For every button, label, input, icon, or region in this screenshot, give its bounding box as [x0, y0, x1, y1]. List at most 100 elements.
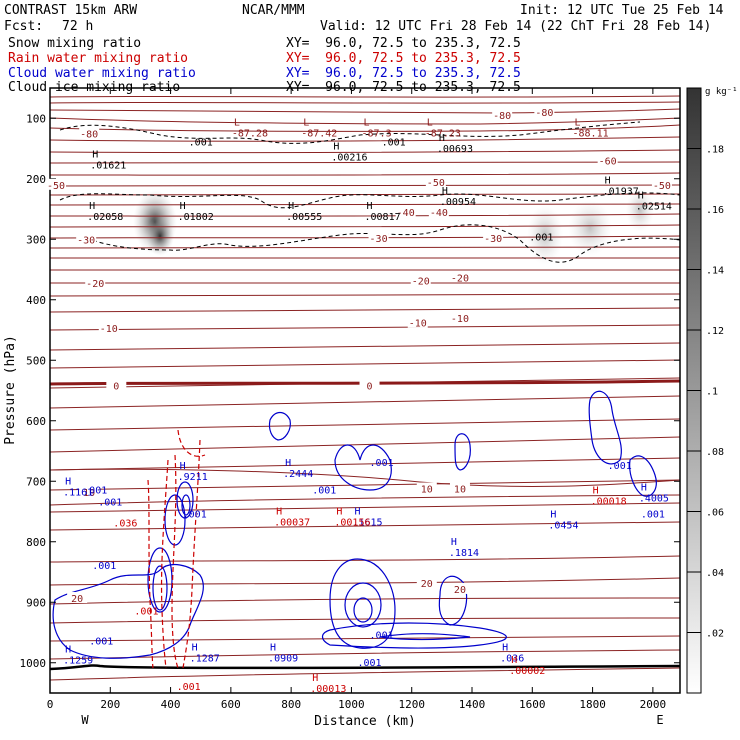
- temp-contour-label-10: -30: [370, 234, 388, 245]
- temp-label-bg-9: [76, 233, 97, 245]
- temp-label-bg-5: [425, 175, 446, 187]
- temp-label-bg-13: [410, 274, 431, 286]
- extremum-mark-22: H: [65, 644, 71, 655]
- y-tick-label-7: 800: [26, 536, 46, 549]
- temp-contour-label-25: 20: [454, 585, 466, 596]
- extremum-value-9: .01802: [178, 212, 214, 223]
- temp-label-bg-7: [395, 206, 416, 218]
- temp-contour-label-24: 20: [421, 579, 433, 590]
- temp-label-bg-20: [79, 486, 100, 498]
- temp-contour-label-15: -10: [100, 324, 118, 335]
- temp-label-bg-1: [492, 109, 513, 121]
- cloud-ice-contours: [59, 121, 680, 263]
- temp-contour-label-23: 20: [71, 594, 83, 605]
- temp-contour-label-13: -20: [412, 276, 430, 287]
- y-tick-label-5: 600: [26, 415, 46, 428]
- snow-shading: [133, 188, 654, 265]
- extremum-value-6: .00216: [331, 153, 367, 164]
- extremum-value-17: .1161: [63, 487, 93, 498]
- extremum-mark-3: L: [427, 118, 433, 129]
- extremum-value-19: .1814: [449, 548, 479, 559]
- contour-value-label-14: .036: [113, 519, 137, 530]
- x-tick-label-8: 1600: [519, 698, 546, 711]
- field-xy-cloud-water: XY= 96.0, 72.5 to 235.3, 72.5: [286, 66, 521, 81]
- surface-line: [50, 664, 680, 671]
- extremum-value-7: .00693: [437, 144, 473, 155]
- x-tick-label-0: 0: [47, 698, 54, 711]
- extremum-value-2: -87.3: [361, 129, 391, 140]
- extremum-value-29: .00013: [310, 684, 346, 695]
- y-tick-label-1: 200: [26, 173, 46, 186]
- extremum-value-1: -87.42: [301, 129, 337, 140]
- y-tick-label-0: 100: [26, 112, 46, 125]
- contour-value-label-12: .001: [370, 631, 394, 642]
- extremum-mark-26: H: [276, 507, 282, 518]
- extremum-value-21: .4005: [639, 493, 669, 504]
- temp-contour-label-14: -20: [451, 273, 469, 284]
- extremum-value-16: .2444: [283, 469, 313, 480]
- extremum-mark-2: L: [363, 118, 369, 129]
- extremum-value-24: .0909: [268, 654, 298, 665]
- extremum-value-26: .00037: [274, 518, 310, 529]
- extremum-mark-10: H: [288, 201, 294, 212]
- temp-label-bg-6: [651, 178, 672, 190]
- temp-label-bg-18: [106, 379, 127, 391]
- x-end-label-east: E: [656, 713, 663, 727]
- extremum-mark-17: H: [65, 476, 71, 487]
- temp-label-bg-12: [85, 276, 106, 288]
- extremum-mark-19: H: [451, 537, 457, 548]
- contour-value-label-5: .001: [183, 510, 207, 521]
- temp-label-bg-10: [368, 232, 389, 244]
- contour-value-label-6: .001: [92, 561, 116, 572]
- temp-label-bg-16: [407, 316, 428, 328]
- init-time: Init: 12 UTC Tue 25 Feb 14: [520, 3, 724, 18]
- extremum-value-10: .00555: [286, 212, 322, 223]
- extremum-value-13: .01937: [603, 187, 639, 198]
- colorbar-tick-label-1: .04: [706, 568, 724, 579]
- extremum-mark-9: H: [180, 201, 186, 212]
- extremum-value-20: .0454: [548, 521, 578, 532]
- temp-contour-label-1: -80: [493, 111, 511, 122]
- extremum-mark-4: L: [574, 118, 580, 129]
- extremum-mark-11: H: [367, 201, 373, 212]
- fcst-label: Fcst:: [4, 19, 44, 34]
- field-name-rain: Rain water mixing ratio: [8, 51, 189, 66]
- temp-label-bg-23: [67, 592, 88, 604]
- y-tick-label-2: 300: [26, 233, 46, 246]
- contour-value-label-3: .001: [83, 485, 107, 496]
- extremum-value-14: .02514: [636, 202, 672, 213]
- extremum-value-8: .02058: [87, 212, 123, 223]
- contour-value-label-1: .001: [382, 137, 406, 148]
- extremum-value-4: -88.11: [572, 129, 608, 140]
- extremum-mark-1: L: [303, 118, 309, 129]
- plot-frame: [49, 87, 681, 694]
- extremum-mark-0: L: [234, 118, 240, 129]
- contour-value-label-16: .001: [177, 682, 201, 693]
- colorbar: g kg⁻¹ .02 .04 .06 .08 .1 .12 .14 .16 .18: [686, 87, 738, 694]
- field-xy-rain: XY= 96.0, 72.5 to 235.3, 72.5: [286, 51, 521, 66]
- temp-contour-label-18: 0: [113, 382, 119, 393]
- x-tick-label-4: 800: [281, 698, 301, 711]
- temp-contour-label-4: -50: [47, 181, 65, 192]
- extremum-mark-29: H: [312, 673, 318, 684]
- colorbar-tick-label-2: .06: [706, 508, 724, 519]
- temp-label-bg-24: [416, 576, 437, 588]
- center-title: NCAR/MMM: [242, 3, 305, 18]
- extremum-mark-30: H: [511, 655, 517, 666]
- contour-value-label-2: .001: [529, 232, 553, 243]
- temp-contour-label-5: -50: [427, 178, 445, 189]
- temp-contour-label-8: -40: [430, 208, 448, 219]
- extremum-value-12: .00954: [440, 197, 476, 208]
- colorbar-tick-label-0: .02: [706, 629, 724, 640]
- temp-contour-label-16: -10: [409, 319, 427, 330]
- temp-contour-label-6: -50: [653, 181, 671, 192]
- temp-contour-label-20: 10: [83, 488, 95, 499]
- temp-label-bg-15: [98, 322, 119, 334]
- temp-label-bg-21: [416, 482, 437, 494]
- chart-labels: -80 -80 -80 -60 -50 -50 -50 -40 -40 -30 -30 -30 -20 -…: [46, 106, 672, 695]
- x-tick-label-9: 1800: [579, 698, 606, 711]
- axes: 0 200 400 600 800 1000 1200 1400 1600 1800 2000100…: [20, 88, 680, 711]
- extremum-mark-21: H: [641, 482, 647, 493]
- cloud-water-contours: [52, 390, 657, 659]
